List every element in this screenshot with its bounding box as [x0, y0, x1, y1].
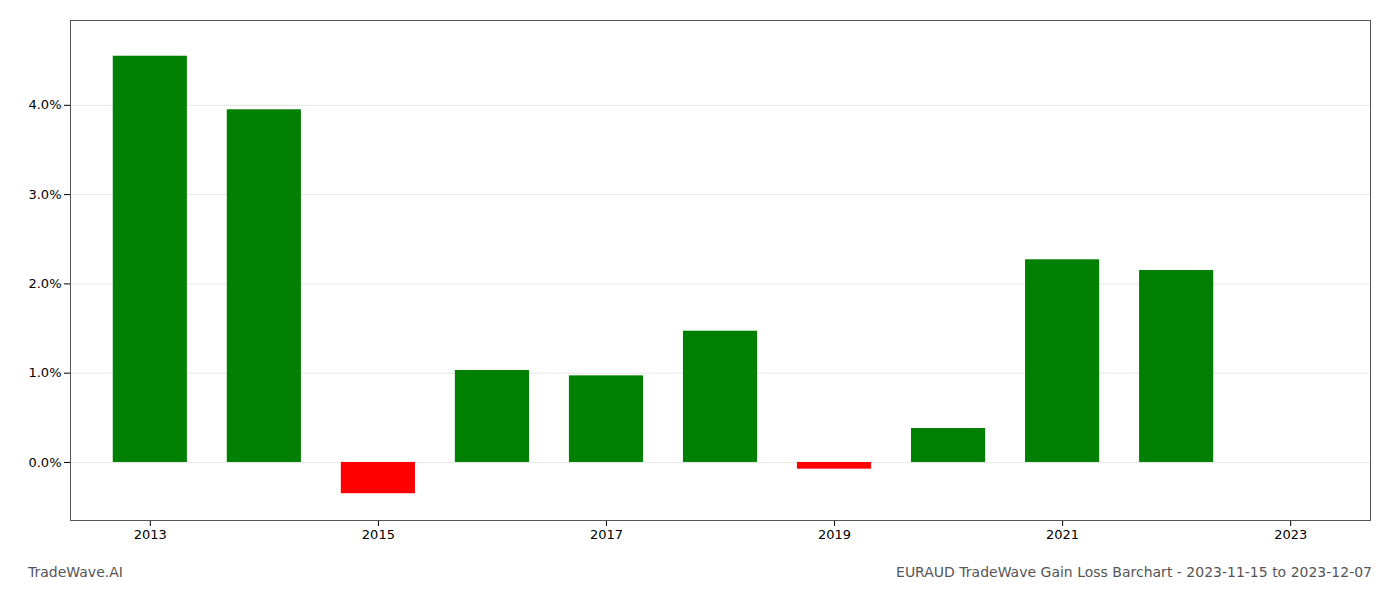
svg-text:2017: 2017	[590, 527, 623, 542]
svg-text:2015: 2015	[362, 527, 395, 542]
html-text:EURAUD TradeWave Gain Loss Bar: EURAUD TradeWave Gain Loss Barchart - 20…	[896, 564, 1372, 580]
svg-text:2.0%: 2.0%	[28, 276, 61, 291]
html-text:TradeWave.AI: TradeWave.AI	[28, 564, 123, 580]
svg-text:4.0%: 4.0%	[28, 97, 61, 112]
svg-text:3.0%: 3.0%	[28, 187, 61, 202]
svg-text:2023: 2023	[1274, 527, 1307, 542]
svg-text:1.0%: 1.0%	[28, 365, 61, 380]
svg-text:2019: 2019	[818, 527, 851, 542]
svg-text:2021: 2021	[1046, 527, 1079, 542]
svg-text:2013: 2013	[134, 527, 167, 542]
svg-text:0.0%: 0.0%	[28, 455, 61, 470]
